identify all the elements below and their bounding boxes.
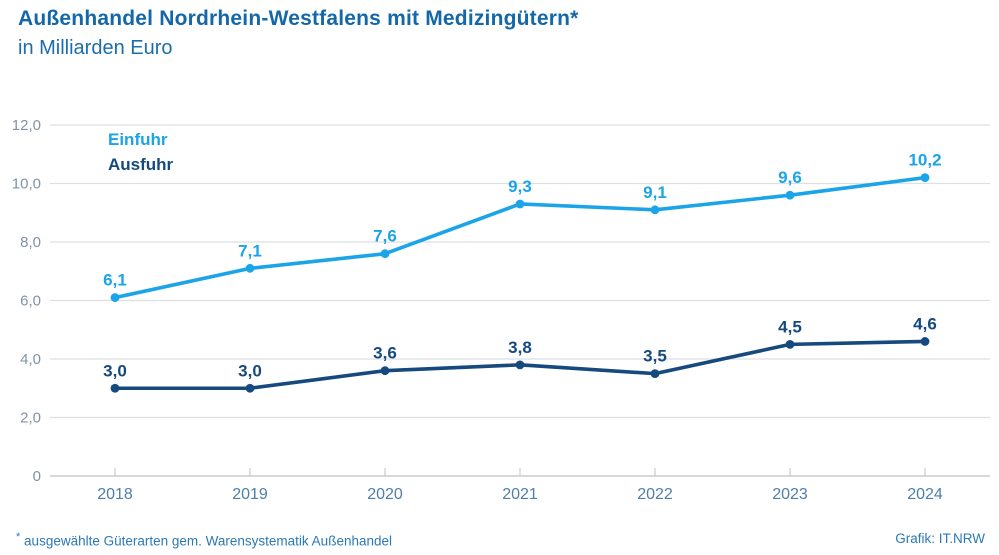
data-point bbox=[650, 205, 660, 215]
data-label: 3,0 bbox=[103, 361, 127, 380]
data-point bbox=[515, 360, 525, 370]
page-title: Außenhandel Nordrhein-Westfalens mit Med… bbox=[18, 7, 579, 30]
y-axis-tick-labels: 0 2,0 4,0 6,0 8,0 10,0 12,0 bbox=[12, 117, 41, 485]
data-label: 3,0 bbox=[238, 361, 262, 380]
data-point bbox=[245, 263, 255, 273]
y-tick-label: 6,0 bbox=[20, 293, 41, 310]
legend-item-ausfuhr: Ausfuhr bbox=[108, 155, 174, 174]
data-label: 7,1 bbox=[238, 241, 262, 260]
footnote-text: ausgewählte Güterarten gem. Warensystema… bbox=[24, 533, 392, 549]
gridlines bbox=[50, 124, 990, 477]
data-label: 7,6 bbox=[373, 227, 397, 246]
data-label: 9,1 bbox=[643, 183, 667, 202]
x-tick-label: 2020 bbox=[367, 486, 403, 503]
data-point bbox=[380, 366, 390, 376]
data-point bbox=[515, 199, 525, 209]
data-label: 3,8 bbox=[508, 338, 532, 357]
x-tick-label: 2021 bbox=[502, 486, 538, 503]
series-einfuhr: 6,1 7,1 7,6 9,3 9,1 9,6 10,2 bbox=[103, 151, 942, 302]
data-point bbox=[785, 339, 795, 349]
data-point bbox=[920, 173, 930, 183]
data-point bbox=[650, 369, 660, 379]
data-point bbox=[785, 190, 795, 200]
series-data-labels: 3,0 3,0 3,6 3,8 3,5 4,5 4,6 bbox=[103, 314, 937, 380]
y-tick-label: 2,0 bbox=[20, 410, 41, 427]
x-axis bbox=[114, 468, 926, 476]
data-point bbox=[380, 249, 390, 259]
y-tick-label: 12,0 bbox=[12, 117, 41, 134]
credit: Grafik: IT.NRW bbox=[895, 531, 985, 546]
series-data-labels: 6,1 7,1 7,6 9,3 9,1 9,6 10,2 bbox=[103, 151, 941, 290]
x-tick-label: 2018 bbox=[97, 486, 133, 503]
data-label: 10,2 bbox=[908, 151, 941, 170]
data-point bbox=[245, 383, 255, 393]
x-tick-label: 2023 bbox=[772, 486, 808, 503]
data-label: 3,5 bbox=[643, 347, 667, 366]
data-label: 9,3 bbox=[508, 177, 532, 196]
page-subtitle: in Milliarden Euro bbox=[18, 37, 173, 59]
y-tick-label: 8,0 bbox=[20, 234, 41, 251]
footnote-marker: * bbox=[16, 531, 21, 543]
data-label: 6,1 bbox=[103, 271, 127, 290]
legend-item-einfuhr: Einfuhr bbox=[108, 130, 168, 149]
data-point bbox=[920, 337, 930, 346]
footnote: * ausgewählte Güterarten gem. Warensyste… bbox=[16, 531, 392, 549]
chart-legend: Einfuhr Ausfuhr bbox=[108, 129, 173, 175]
x-tick-label: 2022 bbox=[637, 486, 673, 503]
data-label: 3,6 bbox=[373, 344, 397, 363]
data-point bbox=[110, 293, 120, 302]
data-label: 9,6 bbox=[778, 168, 802, 187]
y-tick-label: 0 bbox=[33, 468, 41, 485]
x-tick-label: 2024 bbox=[907, 486, 943, 503]
series-ausfuhr: 3,0 3,0 3,6 3,8 3,5 4,5 4,6 bbox=[103, 314, 937, 393]
x-tick-label: 2019 bbox=[232, 486, 268, 503]
data-label: 4,6 bbox=[913, 314, 937, 333]
data-point bbox=[110, 383, 120, 393]
x-axis-tick-labels: 2018 2019 2020 2021 2022 2023 2024 bbox=[97, 486, 943, 503]
y-tick-label: 10,0 bbox=[12, 176, 41, 193]
data-label: 4,5 bbox=[778, 317, 802, 336]
y-tick-label: 4,0 bbox=[20, 351, 41, 368]
